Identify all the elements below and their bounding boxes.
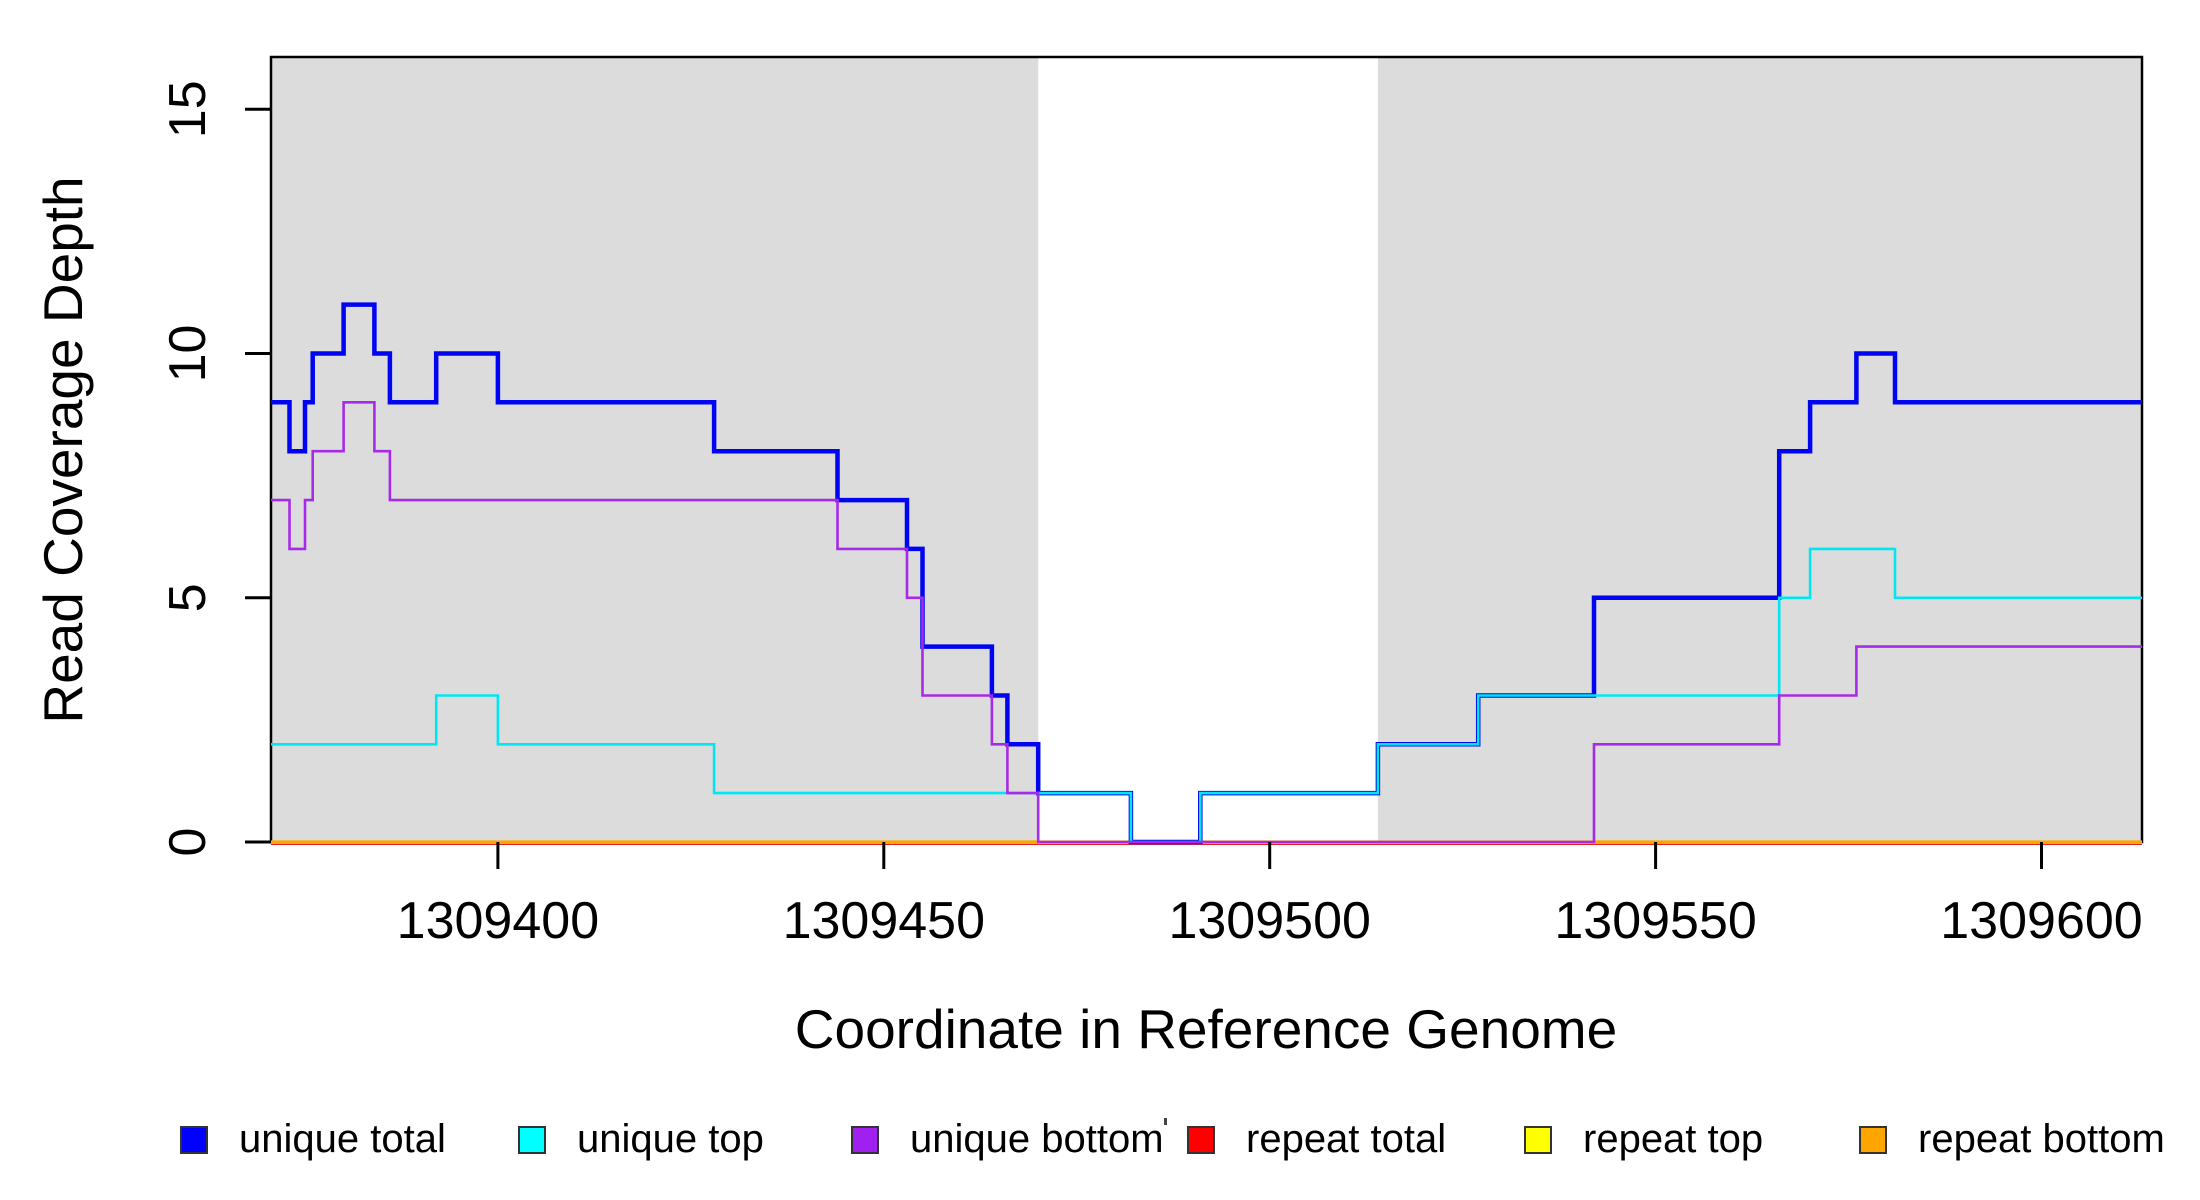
legend-label-unique-total: unique total (239, 1117, 446, 1161)
legend-label-repeat-total: repeat total (1246, 1117, 1446, 1161)
x-tick-label-1309400: 1309400 (397, 892, 599, 950)
y-tick-label-15: 15 (159, 80, 217, 138)
legend-swatch-repeat-top (1524, 1126, 1552, 1154)
series-line-unique-bottom (271, 401, 2142, 844)
shaded-unique-regions (271, 57, 2142, 842)
x-axis-title: Coordinate in Reference Genome (795, 998, 1617, 1060)
x-axis: 1309400 1309450 1309500 1309550 1309600 … (397, 842, 2143, 1060)
series-line-unique-total (271, 302, 2142, 845)
legend-swatch-unique-bottom (851, 1126, 879, 1154)
unique-region-left (271, 57, 1039, 842)
x-tick-label-1309450: 1309450 (783, 892, 985, 950)
series-line-unique-top (271, 547, 2142, 844)
y-axis-title: Read Coverage Depth (32, 176, 94, 723)
y-tick-label-5: 5 (159, 583, 217, 612)
data-series-lines (271, 302, 2142, 845)
legend-swatch-repeat-bottom (1859, 1126, 1887, 1154)
y-tick-label-10: 10 (159, 325, 217, 383)
y-axis: 0 5 10 15 Read Coverage Depth (32, 80, 271, 856)
x-tick-label-1309550: 1309550 (1554, 892, 1756, 950)
legend-label-unique-top: unique top (577, 1117, 764, 1161)
legend-swatch-unique-total (180, 1126, 208, 1154)
y-tick-label-0: 0 (159, 828, 217, 857)
legend: unique total unique top unique bottom re… (180, 1117, 2165, 1161)
legend-swatch-repeat-total (1187, 1126, 1215, 1154)
legend-label-repeat-bottom: repeat bottom (1918, 1117, 2165, 1161)
legend-label-repeat-top: repeat top (1583, 1117, 1763, 1161)
unique-region-right (1377, 57, 2142, 842)
legend-label-unique-bottom: unique bottom (910, 1117, 1164, 1161)
stray-mark (1164, 1118, 1167, 1125)
legend-swatch-unique-top (518, 1126, 546, 1154)
x-tick-label-1309500: 1309500 (1168, 892, 1370, 950)
x-tick-label-1309600: 1309600 (1940, 892, 2142, 950)
